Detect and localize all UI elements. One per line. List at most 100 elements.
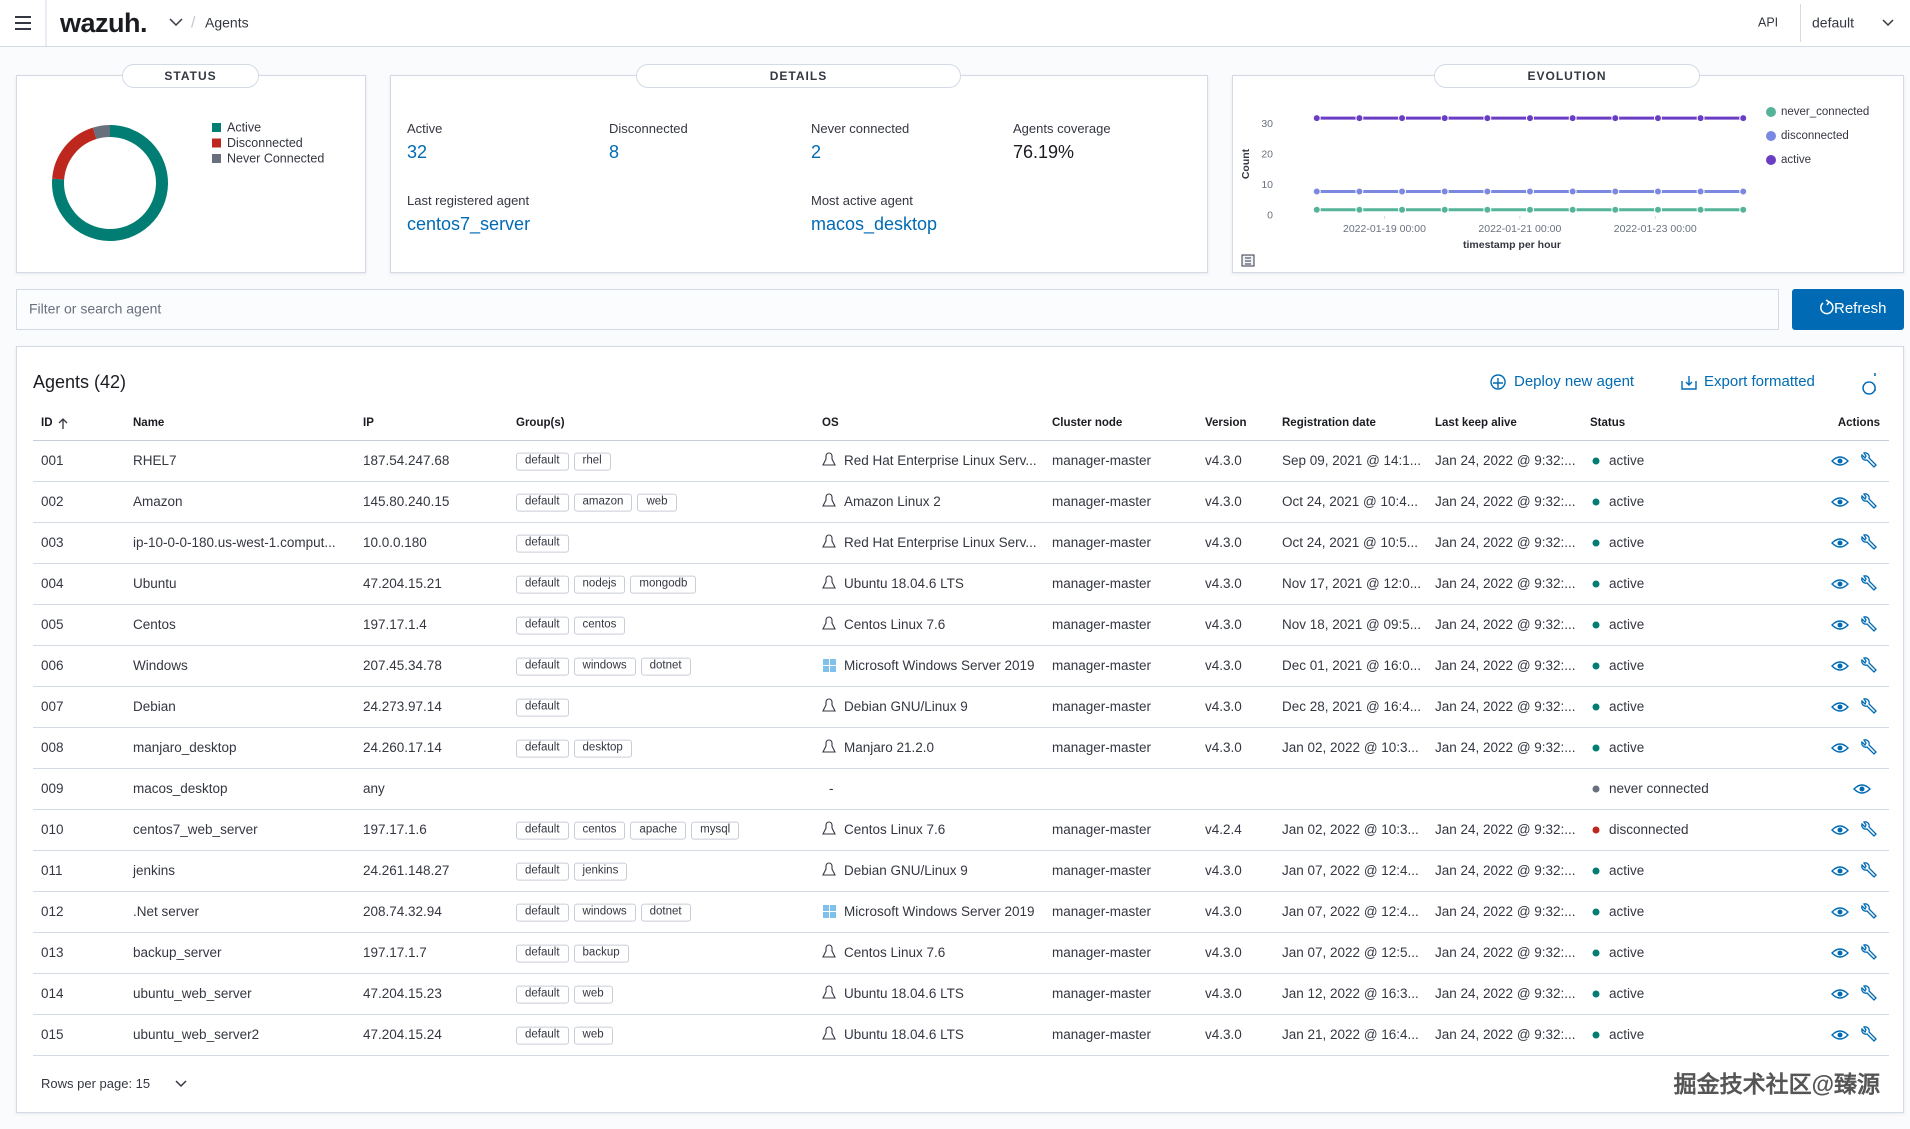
cell-keepalive: Jan 24, 2022 @ 9:32:... bbox=[1435, 657, 1576, 673]
group-badge[interactable]: rhel bbox=[573, 452, 611, 471]
deploy-link[interactable]: Deploy new agent bbox=[1514, 373, 1635, 390]
cell-ip: 197.17.1.4 bbox=[363, 616, 427, 632]
group-badge[interactable]: default bbox=[516, 657, 569, 676]
refresh-label: Refresh bbox=[1834, 300, 1887, 317]
cell-registration: Dec 01, 2021 @ 16:0... bbox=[1282, 657, 1422, 673]
cell-groups: default windows dotnet bbox=[516, 657, 696, 676]
group-badge[interactable]: default bbox=[516, 575, 569, 594]
group-badge[interactable]: jenkins bbox=[573, 862, 628, 881]
cell-node: manager-master bbox=[1052, 616, 1152, 632]
stat-label: Disconnected bbox=[609, 121, 688, 137]
group-badge[interactable]: web bbox=[573, 985, 613, 1004]
cell-ip: 24.260.17.14 bbox=[363, 739, 442, 755]
cell-os: Ubuntu 18.04.6 LTS bbox=[844, 1026, 964, 1042]
cell-id: 002 bbox=[41, 493, 64, 509]
column-header[interactable]: Registration date bbox=[1282, 417, 1376, 430]
cell-ip: 207.45.34.78 bbox=[363, 657, 442, 673]
group-badge[interactable]: default bbox=[516, 534, 569, 553]
agent-link[interactable]: centos7_server bbox=[407, 214, 531, 235]
group-badge[interactable]: default bbox=[516, 452, 569, 471]
group-badge[interactable]: default bbox=[516, 903, 569, 922]
cell-keepalive: Jan 24, 2022 @ 9:32:... bbox=[1435, 575, 1576, 591]
group-badge[interactable]: nodejs bbox=[573, 575, 626, 594]
cell-name: ubuntu_web_server2 bbox=[133, 1026, 260, 1042]
group-badge[interactable]: web bbox=[637, 493, 677, 512]
group-badge[interactable]: backup bbox=[573, 944, 629, 963]
cell-keepalive: Jan 24, 2022 @ 9:32:... bbox=[1435, 616, 1576, 632]
column-header[interactable]: Last keep alive bbox=[1435, 417, 1517, 430]
stat-label: Agents coverage bbox=[1013, 121, 1111, 137]
api-link[interactable]: API bbox=[1758, 15, 1779, 30]
group-badge[interactable]: default bbox=[516, 698, 569, 717]
cell-id: 009 bbox=[41, 780, 64, 796]
cell-node: manager-master bbox=[1052, 452, 1152, 468]
group-badge[interactable]: default bbox=[516, 862, 569, 881]
cell-node: manager-master bbox=[1052, 739, 1152, 755]
cell-version: v4.3.0 bbox=[1205, 698, 1242, 714]
group-badge[interactable]: apache bbox=[630, 821, 687, 840]
cell-keepalive: Jan 24, 2022 @ 9:32:... bbox=[1435, 1026, 1576, 1042]
column-header[interactable]: OS bbox=[822, 417, 839, 430]
group-badge[interactable]: dotnet bbox=[640, 657, 691, 676]
cell-status: active bbox=[1609, 1026, 1645, 1042]
group-badge[interactable]: web bbox=[573, 1026, 613, 1045]
search-bar[interactable] bbox=[16, 289, 1779, 330]
cell-node: manager-master bbox=[1052, 534, 1152, 550]
column-header[interactable]: Status bbox=[1590, 417, 1626, 430]
row-divider bbox=[33, 850, 1889, 851]
cell-node: manager-master bbox=[1052, 862, 1152, 878]
cell-version: v4.3.0 bbox=[1205, 534, 1242, 550]
cell-name: Windows bbox=[133, 657, 188, 673]
cell-node: manager-master bbox=[1052, 944, 1152, 960]
group-badge[interactable]: centos bbox=[573, 616, 626, 635]
cell-groups: default web bbox=[516, 1026, 618, 1045]
group-badge[interactable]: windows bbox=[573, 657, 636, 676]
row-divider bbox=[33, 932, 1889, 933]
column-header[interactable]: Name bbox=[133, 417, 165, 430]
group-badge[interactable]: mongodb bbox=[630, 575, 697, 594]
export-link[interactable]: Export formatted bbox=[1704, 373, 1815, 390]
breadcrumb[interactable]: Agents bbox=[205, 14, 249, 31]
group-badge[interactable]: default bbox=[516, 1026, 569, 1045]
logo[interactable]: wazuh. bbox=[60, 7, 148, 38]
cell-registration: Jan 07, 2022 @ 12:4... bbox=[1282, 903, 1419, 919]
cell-groups: default web bbox=[516, 985, 618, 1004]
agent-link[interactable]: macos_desktop bbox=[811, 214, 938, 235]
group-badge[interactable]: mysql bbox=[691, 821, 740, 840]
cell-id: 005 bbox=[41, 616, 64, 632]
group-badge[interactable]: default bbox=[516, 944, 569, 963]
cell-os: Microsoft Windows Server 2019 bbox=[844, 657, 1035, 673]
rows-per-page[interactable]: Rows per page: 15 bbox=[41, 1076, 151, 1092]
row-divider bbox=[33, 604, 1889, 605]
column-header[interactable]: IP bbox=[363, 417, 374, 430]
cell-name: Debian bbox=[133, 698, 176, 714]
cell-groups: default backup bbox=[516, 944, 634, 963]
cell-status: active bbox=[1609, 534, 1645, 550]
column-header[interactable]: Group(s) bbox=[516, 417, 565, 430]
group-badge[interactable]: default bbox=[516, 821, 569, 840]
column-header[interactable]: ID bbox=[41, 417, 53, 430]
group-badge[interactable]: amazon bbox=[573, 493, 633, 512]
group-badge[interactable]: default bbox=[516, 493, 569, 512]
cell-registration: Jan 07, 2022 @ 12:4... bbox=[1282, 862, 1419, 878]
cell-id: 015 bbox=[41, 1026, 64, 1042]
cell-registration: Jan 21, 2022 @ 16:4... bbox=[1282, 1026, 1419, 1042]
cell-keepalive: Jan 24, 2022 @ 9:32:... bbox=[1435, 862, 1576, 878]
group-badge[interactable]: windows bbox=[573, 903, 636, 922]
group-badge[interactable]: default bbox=[516, 616, 569, 635]
group-badge[interactable]: centos bbox=[573, 821, 626, 840]
header-divider bbox=[33, 440, 1889, 441]
group-badge[interactable]: default bbox=[516, 739, 569, 758]
cell-version: v4.3.0 bbox=[1205, 452, 1242, 468]
group-badge[interactable]: desktop bbox=[573, 739, 632, 758]
column-header[interactable]: Version bbox=[1205, 417, 1247, 430]
group-badge[interactable]: default bbox=[516, 985, 569, 1004]
group-badge[interactable]: dotnet bbox=[640, 903, 691, 922]
cell-node: manager-master bbox=[1052, 575, 1152, 591]
cell-version: v4.3.0 bbox=[1205, 985, 1242, 1001]
column-header[interactable]: Cluster node bbox=[1052, 417, 1123, 430]
cell-ip: 24.261.148.27 bbox=[363, 862, 450, 878]
refresh-button[interactable] bbox=[1792, 289, 1904, 330]
stat-value: 76.19% bbox=[1013, 142, 1075, 163]
